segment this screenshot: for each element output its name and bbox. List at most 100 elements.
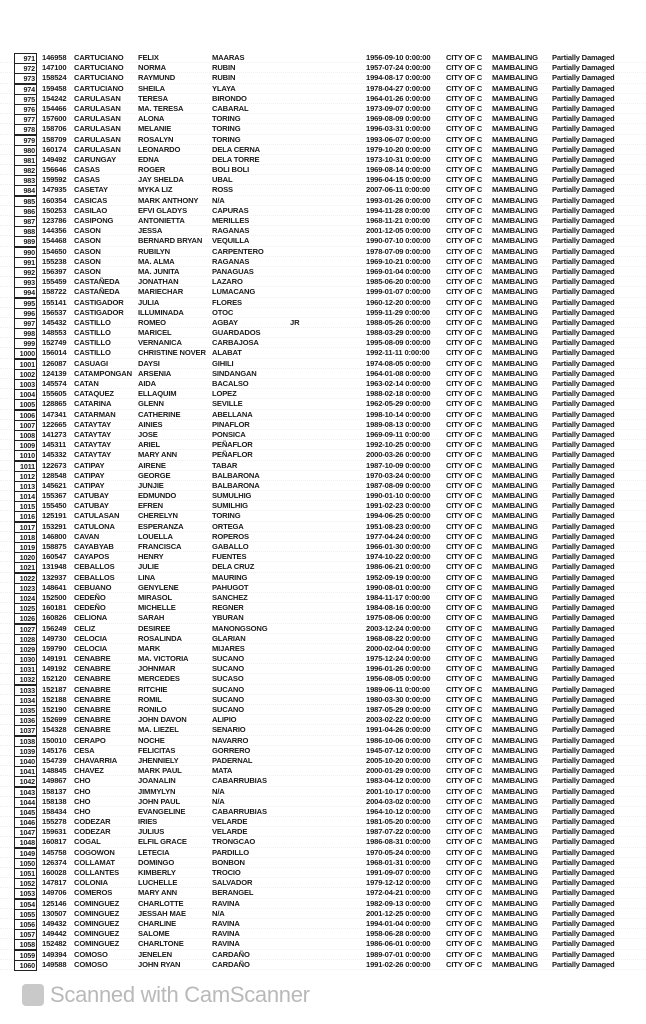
first-name: LOUELLA xyxy=(138,531,173,541)
middle-name: DELA CRUZ xyxy=(212,562,255,572)
surname: CASAS xyxy=(74,175,100,185)
birth-date: 2007-06-11 0:00:00 xyxy=(366,185,431,195)
table-row: 1056 149432 COMINGUEZ CHARLINE RAVINA 1994-01… xyxy=(0,918,646,930)
surname: CARULASAN xyxy=(74,134,121,144)
city: CITY OF C xyxy=(446,531,483,541)
record-id: 149432 xyxy=(42,918,67,928)
birth-date: 1969-10-21 0:00:00 xyxy=(366,256,431,266)
birth-date: 1986-06-21 0:00:00 xyxy=(366,562,431,572)
barangay: MAMBALING xyxy=(492,531,538,541)
middle-name: CAPURAS xyxy=(212,205,249,215)
barangay: MAMBALING xyxy=(492,664,538,674)
middle-name: MIJARES xyxy=(212,643,245,653)
table-row: 1013 145621 CATIPAY JUNJIE BALBARONA 1987-08-… xyxy=(0,480,646,492)
record-id: 154468 xyxy=(42,236,67,246)
surname: CATULONA xyxy=(74,521,115,531)
surname: CARTUCIANO xyxy=(74,73,124,83)
surname: CATIPAY xyxy=(74,480,105,490)
middle-name: N/A xyxy=(212,786,225,796)
record-id: 152187 xyxy=(42,684,67,694)
barangay: MAMBALING xyxy=(492,592,538,602)
middle-name: PEÑAFLOR xyxy=(212,440,253,450)
birth-date: 1989-08-13 0:00:00 xyxy=(366,419,431,429)
first-name: SALOME xyxy=(138,929,170,939)
barangay: MAMBALING xyxy=(492,735,538,745)
damage-status: Partially Damaged xyxy=(552,409,615,419)
birth-date: 1990-08-01 0:00:00 xyxy=(366,582,431,592)
surname: CARULASAN xyxy=(74,103,121,113)
table-row: 1005 128865 CATARINA GLENN SEVILLE 1962-05-29… xyxy=(0,399,646,411)
middle-name: GIHILI xyxy=(212,358,234,368)
record-id: 155605 xyxy=(42,389,67,399)
middle-name: MERILLES xyxy=(212,216,250,225)
middle-name: TORING xyxy=(212,511,241,521)
table-row: 995 155141 CASTIGADOR JULIA FLORES 1960-12-20… xyxy=(0,297,646,309)
surname: CEDEÑO xyxy=(74,592,106,602)
first-name: JULIUS xyxy=(138,827,165,837)
middle-name: BERANGEL xyxy=(212,888,254,898)
middle-name: TROCIO xyxy=(212,868,241,877)
middle-name: TRONGCAO xyxy=(212,837,256,847)
city: CITY OF C xyxy=(446,847,483,857)
barangay: MAMBALING xyxy=(492,521,538,531)
first-name: JENELEN xyxy=(138,949,172,959)
barangay: MAMBALING xyxy=(492,195,538,205)
city: CITY OF C xyxy=(446,195,483,205)
record-id: 159631 xyxy=(42,827,67,837)
barangay: MAMBALING xyxy=(492,389,538,399)
barangay: MAMBALING xyxy=(492,266,538,276)
middle-name: MAURING xyxy=(212,572,248,582)
table-row: 993 155459 CASTAÑEDA JONATHAN LAZARO 1985-06-… xyxy=(0,277,646,289)
table-row: 1031 149192 CENABRE JOHNMAR SUCANO 1996-01-26… xyxy=(0,664,646,676)
middle-name: SEVILLE xyxy=(212,399,243,409)
record-id: 152482 xyxy=(42,939,67,949)
city: CITY OF C xyxy=(446,745,483,755)
record-id: 160354 xyxy=(42,195,67,205)
surname: CATIPAY xyxy=(74,460,105,470)
city: CITY OF C xyxy=(446,287,483,297)
record-id: 157600 xyxy=(42,114,67,124)
table-row: 980 160174 CARULASAN LEONARDO DELA CERNA 1979… xyxy=(0,144,646,156)
damage-status: Partially Damaged xyxy=(552,684,615,694)
table-row: 1028 149730 CELOCIA ROSALINDA GLARIAN 1968-08… xyxy=(0,633,646,645)
middle-name: ALABAT xyxy=(212,348,242,358)
damage-status: Partially Damaged xyxy=(552,266,615,276)
table-row: 1044 158138 CHO JOHN PAUL N/A 2004-03-02 0:00… xyxy=(0,796,646,808)
barangay: MAMBALING xyxy=(492,918,538,928)
barangay: MAMBALING xyxy=(492,623,538,633)
damage-status: Partially Damaged xyxy=(552,755,615,765)
city: CITY OF C xyxy=(446,379,483,388)
table-row: 976 154466 CARULASAN MA. TERESA CABARAL 1973-… xyxy=(0,103,646,115)
surname: CENABRE xyxy=(74,694,111,704)
damage-status: Partially Damaged xyxy=(552,124,615,134)
surname: CHO xyxy=(74,806,91,816)
table-row: 972 147100 CARTUCIANO NORMA RUBIN 1957-07-24 … xyxy=(0,63,646,75)
surname: CHAVARRIA xyxy=(74,755,118,765)
record-id: 145621 xyxy=(42,480,67,490)
birth-date: 1992-11-11 0:00:00 xyxy=(366,348,430,358)
city: CITY OF C xyxy=(446,338,483,348)
damage-status: Partially Damaged xyxy=(552,552,615,562)
barangay: MAMBALING xyxy=(492,114,538,124)
record-id: 158434 xyxy=(42,806,67,816)
damage-status: Partially Damaged xyxy=(552,705,615,714)
table-row: 1023 148641 CEBUANO GENYLENE PAHUGOT 1990-08-… xyxy=(0,582,646,594)
record-id: 145432 xyxy=(42,317,67,327)
record-id: 128865 xyxy=(42,399,67,409)
first-name: MARK PAUL xyxy=(138,766,182,776)
record-id: 147100 xyxy=(42,63,67,73)
table-row: 1057 149442 COMINGUEZ SALOME RAVINA 1958-06-2… xyxy=(0,929,646,941)
table-row: 1000 156014 CASTILLO CHRISTINE NOVER ALABAT 1… xyxy=(0,348,646,360)
surname: CELOCIA xyxy=(74,643,108,653)
damage-status: Partially Damaged xyxy=(552,817,615,827)
table-row: 1026 160826 CELIONA SARAH YBURAN 1975-08-06 0… xyxy=(0,613,646,625)
birth-date: 1991-09-07 0:00:00 xyxy=(366,868,431,877)
first-name: RUBILYN xyxy=(138,246,171,256)
damage-status: Partially Damaged xyxy=(552,205,615,215)
first-name: EFVI GLADYS xyxy=(138,205,187,215)
record-id: 149867 xyxy=(42,776,67,786)
middle-name: TORING xyxy=(212,134,241,144)
barangay: MAMBALING xyxy=(492,409,538,419)
city: CITY OF C xyxy=(446,419,483,429)
birth-date: 1985-06-20 0:00:00 xyxy=(366,277,431,287)
